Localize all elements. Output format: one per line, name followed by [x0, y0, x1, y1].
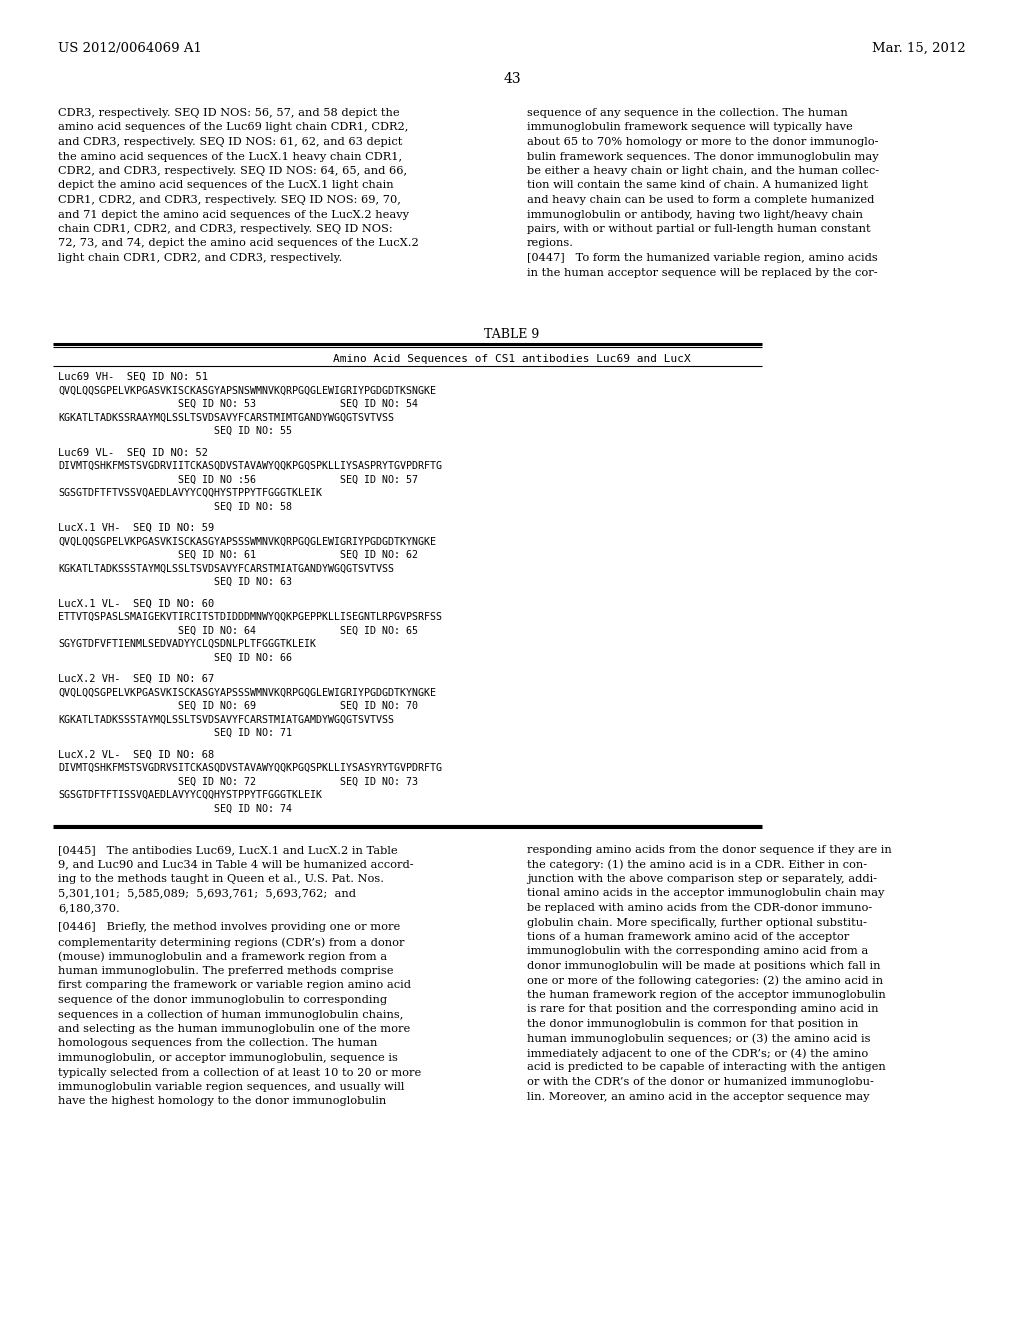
Text: one or more of the following categories: (2) the amino acid in: one or more of the following categories:…	[527, 975, 883, 986]
Text: immunoglobulin or antibody, having two light/heavy chain: immunoglobulin or antibody, having two l…	[527, 210, 863, 219]
Text: the human framework region of the acceptor immunoglobulin: the human framework region of the accept…	[527, 990, 886, 1001]
Text: SEQ ID NO: 69              SEQ ID NO: 70: SEQ ID NO: 69 SEQ ID NO: 70	[58, 701, 418, 711]
Text: immunoglobulin, or acceptor immunoglobulin, sequence is: immunoglobulin, or acceptor immunoglobul…	[58, 1053, 398, 1063]
Text: KGKATLTADKSSRAAYMQLSSLTSVDSAVYFCARSTMIMTGANDYWGQGTSVTVSS: KGKATLTADKSSRAAYMQLSSLTSVDSAVYFCARSTMIMT…	[58, 412, 394, 422]
Text: responding amino acids from the donor sequence if they are in: responding amino acids from the donor se…	[527, 845, 892, 855]
Text: be replaced with amino acids from the CDR-donor immuno-: be replaced with amino acids from the CD…	[527, 903, 872, 913]
Text: junction with the above comparison step or separately, addi-: junction with the above comparison step …	[527, 874, 878, 884]
Text: LucX.2 VH-  SEQ ID NO: 67: LucX.2 VH- SEQ ID NO: 67	[58, 675, 214, 684]
Text: CDR2, and CDR3, respectively. SEQ ID NOS: 64, 65, and 66,: CDR2, and CDR3, respectively. SEQ ID NOS…	[58, 166, 408, 176]
Text: SEQ ID NO: 71: SEQ ID NO: 71	[58, 729, 292, 738]
Text: QVQLQQSGPELVKPGASVKISCKASGYAPSSSWMNVKQRPGQGLEWIGRIYPGDGDTKYNGKE: QVQLQQSGPELVKPGASVKISCKASGYAPSSSWMNVKQRP…	[58, 536, 436, 546]
Text: or with the CDR’s of the donor or humanized immunoglobu-: or with the CDR’s of the donor or humani…	[527, 1077, 873, 1086]
Text: KGKATLTADKSSSTAYMQLSSLTSVDSAVYFCARSTMIATGANDYWGQGTSVTVSS: KGKATLTADKSSSTAYMQLSSLTSVDSAVYFCARSTMIAT…	[58, 564, 394, 573]
Text: US 2012/0064069 A1: US 2012/0064069 A1	[58, 42, 202, 55]
Text: sequence of any sequence in the collection. The human: sequence of any sequence in the collecti…	[527, 108, 848, 117]
Text: LucX.1 VH-  SEQ ID NO: 59: LucX.1 VH- SEQ ID NO: 59	[58, 523, 214, 533]
Text: the category: (1) the amino acid is in a CDR. Either in con-: the category: (1) the amino acid is in a…	[527, 859, 867, 870]
Text: complementarity determining regions (CDR’s) from a donor: complementarity determining regions (CDR…	[58, 937, 404, 948]
Text: chain CDR1, CDR2, and CDR3, respectively. SEQ ID NOS:: chain CDR1, CDR2, and CDR3, respectively…	[58, 224, 392, 234]
Text: SEQ ID NO: 74: SEQ ID NO: 74	[58, 804, 292, 813]
Text: (mouse) immunoglobulin and a framework region from a: (mouse) immunoglobulin and a framework r…	[58, 952, 387, 962]
Text: acid is predicted to be capable of interacting with the antigen: acid is predicted to be capable of inter…	[527, 1063, 886, 1072]
Text: pairs, with or without partial or full-length human constant: pairs, with or without partial or full-l…	[527, 224, 870, 234]
Text: human immunoglobulin sequences; or (3) the amino acid is: human immunoglobulin sequences; or (3) t…	[527, 1034, 870, 1044]
Text: 5,301,101;  5,585,089;  5,693,761;  5,693,762;  and: 5,301,101; 5,585,089; 5,693,761; 5,693,7…	[58, 888, 356, 899]
Text: ing to the methods taught in Queen et al., U.S. Pat. Nos.: ing to the methods taught in Queen et al…	[58, 874, 384, 884]
Text: SEQ ID NO: 72              SEQ ID NO: 73: SEQ ID NO: 72 SEQ ID NO: 73	[58, 776, 418, 787]
Text: SEQ ID NO: 53              SEQ ID NO: 54: SEQ ID NO: 53 SEQ ID NO: 54	[58, 399, 418, 409]
Text: SEQ ID NO: 63: SEQ ID NO: 63	[58, 577, 292, 587]
Text: bulin framework sequences. The donor immunoglobulin may: bulin framework sequences. The donor imm…	[527, 152, 879, 161]
Text: and 71 depict the amino acid sequences of the LucX.2 heavy: and 71 depict the amino acid sequences o…	[58, 210, 409, 219]
Text: ETTVTQSPASLSMAIGEKVTIRCITSTDIDDDMNWYQQKPGEPPKLLISEGNTLRPGVPSRFSS: ETTVTQSPASLSMAIGEKVTIRCITSTDIDDDMNWYQQKP…	[58, 612, 442, 622]
Text: 6,180,370.: 6,180,370.	[58, 903, 120, 913]
Text: QVQLQQSGPELVKPGASVKISCKASGYAPSSSWMNVKQRPGQGLEWIGRIYPGDGDTKYNGKE: QVQLQQSGPELVKPGASVKISCKASGYAPSSSWMNVKQRP…	[58, 688, 436, 697]
Text: is rare for that position and the corresponding amino acid in: is rare for that position and the corres…	[527, 1005, 879, 1015]
Text: SEQ ID NO: 64              SEQ ID NO: 65: SEQ ID NO: 64 SEQ ID NO: 65	[58, 626, 418, 635]
Text: SEQ ID NO: 58: SEQ ID NO: 58	[58, 502, 292, 511]
Text: CDR1, CDR2, and CDR3, respectively. SEQ ID NOS: 69, 70,: CDR1, CDR2, and CDR3, respectively. SEQ …	[58, 195, 400, 205]
Text: DIVMTQSHKFMSTSVGDRVIITCKASQDVSTAVAWYQQKPGQSPKLLIYSASPRYTGVPDRFTG: DIVMTQSHKFMSTSVGDRVIITCKASQDVSTAVAWYQQKP…	[58, 461, 442, 471]
Text: 9, and Luc90 and Luc34 in Table 4 will be humanized accord-: 9, and Luc90 and Luc34 in Table 4 will b…	[58, 859, 414, 870]
Text: SGSGTDFTFTISSVQAEDLAVYYCQQHYSTPPYTFGGGTKLEIK: SGSGTDFTFTISSVQAEDLAVYYCQQHYSTPPYTFGGGTK…	[58, 789, 322, 800]
Text: and selecting as the human immunoglobulin one of the more: and selecting as the human immunoglobuli…	[58, 1024, 411, 1034]
Text: sequences in a collection of human immunoglobulin chains,: sequences in a collection of human immun…	[58, 1010, 403, 1019]
Text: LucX.2 VL-  SEQ ID NO: 68: LucX.2 VL- SEQ ID NO: 68	[58, 750, 214, 759]
Text: Luc69 VH-  SEQ ID NO: 51: Luc69 VH- SEQ ID NO: 51	[58, 372, 208, 381]
Text: donor immunoglobulin will be made at positions which fall in: donor immunoglobulin will be made at pos…	[527, 961, 881, 972]
Text: homologous sequences from the collection. The human: homologous sequences from the collection…	[58, 1039, 378, 1048]
Text: and CDR3, respectively. SEQ ID NOS: 61, 62, and 63 depict: and CDR3, respectively. SEQ ID NOS: 61, …	[58, 137, 402, 147]
Text: typically selected from a collection of at least 10 to 20 or more: typically selected from a collection of …	[58, 1068, 421, 1077]
Text: KGKATLTADKSSSTAYMQLSSLTSVDSAVYFCARSTMIATGAMDYWGQGTSVTVSS: KGKATLTADKSSSTAYMQLSSLTSVDSAVYFCARSTMIAT…	[58, 714, 394, 725]
Text: immunoglobulin variable region sequences, and usually will: immunoglobulin variable region sequences…	[58, 1082, 404, 1092]
Text: and heavy chain can be used to form a complete humanized: and heavy chain can be used to form a co…	[527, 195, 874, 205]
Text: SEQ ID NO: 66: SEQ ID NO: 66	[58, 652, 292, 663]
Text: TABLE 9: TABLE 9	[484, 327, 540, 341]
Text: immunoglobulin with the corresponding amino acid from a: immunoglobulin with the corresponding am…	[527, 946, 868, 957]
Text: SGSGTDFTFTVSSVQAEDLAVYYCQQHYSTPPYTFGGGTKLEIK: SGSGTDFTFTVSSVQAEDLAVYYCQQHYSTPPYTFGGGTK…	[58, 488, 322, 498]
Text: immediately adjacent to one of the CDR’s; or (4) the amino: immediately adjacent to one of the CDR’s…	[527, 1048, 868, 1059]
Text: globulin chain. More specifically, further optional substitu-: globulin chain. More specifically, furth…	[527, 917, 867, 928]
Text: [0446]   Briefly, the method involves providing one or more: [0446] Briefly, the method involves prov…	[58, 923, 400, 932]
Text: SEQ ID NO :56              SEQ ID NO: 57: SEQ ID NO :56 SEQ ID NO: 57	[58, 474, 418, 484]
Text: have the highest homology to the donor immunoglobulin: have the highest homology to the donor i…	[58, 1097, 386, 1106]
Text: the donor immunoglobulin is common for that position in: the donor immunoglobulin is common for t…	[527, 1019, 858, 1030]
Text: in the human acceptor sequence will be replaced by the cor-: in the human acceptor sequence will be r…	[527, 268, 878, 277]
Text: Mar. 15, 2012: Mar. 15, 2012	[872, 42, 966, 55]
Text: lin. Moreover, an amino acid in the acceptor sequence may: lin. Moreover, an amino acid in the acce…	[527, 1092, 869, 1101]
Text: depict the amino acid sequences of the LucX.1 light chain: depict the amino acid sequences of the L…	[58, 181, 393, 190]
Text: [0447]   To form the humanized variable region, amino acids: [0447] To form the humanized variable re…	[527, 253, 878, 263]
Text: QVQLQQSGPELVKPGASVKISCKASGYAPSNSWMNVKQRPGQGLEWIGRIYPGDGDTKSNGKE: QVQLQQSGPELVKPGASVKISCKASGYAPSNSWMNVKQRP…	[58, 385, 436, 396]
Text: first comparing the framework or variable region amino acid: first comparing the framework or variabl…	[58, 981, 411, 990]
Text: 72, 73, and 74, depict the amino acid sequences of the LucX.2: 72, 73, and 74, depict the amino acid se…	[58, 239, 419, 248]
Text: CDR3, respectively. SEQ ID NOS: 56, 57, and 58 depict the: CDR3, respectively. SEQ ID NOS: 56, 57, …	[58, 108, 399, 117]
Text: LucX.1 VL-  SEQ ID NO: 60: LucX.1 VL- SEQ ID NO: 60	[58, 598, 214, 609]
Text: regions.: regions.	[527, 239, 574, 248]
Text: amino acid sequences of the Luc69 light chain CDR1, CDR2,: amino acid sequences of the Luc69 light …	[58, 123, 409, 132]
Text: the amino acid sequences of the LucX.1 heavy chain CDR1,: the amino acid sequences of the LucX.1 h…	[58, 152, 402, 161]
Text: SEQ ID NO: 55: SEQ ID NO: 55	[58, 426, 292, 436]
Text: tion will contain the same kind of chain. A humanized light: tion will contain the same kind of chain…	[527, 181, 868, 190]
Text: light chain CDR1, CDR2, and CDR3, respectively.: light chain CDR1, CDR2, and CDR3, respec…	[58, 253, 342, 263]
Text: immunoglobulin framework sequence will typically have: immunoglobulin framework sequence will t…	[527, 123, 853, 132]
Text: human immunoglobulin. The preferred methods comprise: human immunoglobulin. The preferred meth…	[58, 966, 393, 975]
Text: Luc69 VL-  SEQ ID NO: 52: Luc69 VL- SEQ ID NO: 52	[58, 447, 208, 458]
Text: sequence of the donor immunoglobulin to corresponding: sequence of the donor immunoglobulin to …	[58, 995, 387, 1005]
Text: tions of a human framework amino acid of the acceptor: tions of a human framework amino acid of…	[527, 932, 849, 942]
Text: 43: 43	[503, 73, 521, 86]
Text: tional amino acids in the acceptor immunoglobulin chain may: tional amino acids in the acceptor immun…	[527, 888, 885, 899]
Text: be either a heavy chain or light chain, and the human collec-: be either a heavy chain or light chain, …	[527, 166, 880, 176]
Text: SGYGTDFVFTIENMLSEDVADYYCLQSDNLPLTFGGGTKLEIK: SGYGTDFVFTIENMLSEDVADYYCLQSDNLPLTFGGGTKL…	[58, 639, 316, 649]
Text: about 65 to 70% homology or more to the donor immunoglo-: about 65 to 70% homology or more to the …	[527, 137, 879, 147]
Text: Amino Acid Sequences of CS1 antibodies Luc69 and LucX: Amino Acid Sequences of CS1 antibodies L…	[333, 354, 691, 364]
Text: [0445]   The antibodies Luc69, LucX.1 and LucX.2 in Table: [0445] The antibodies Luc69, LucX.1 and …	[58, 845, 397, 855]
Text: SEQ ID NO: 61              SEQ ID NO: 62: SEQ ID NO: 61 SEQ ID NO: 62	[58, 550, 418, 560]
Text: DIVMTQSHKFMSTSVGDRVSITCKASQDVSTAVAWYQQKPGQSPKLLIYSASYRYTGVPDRFTG: DIVMTQSHKFMSTSVGDRVSITCKASQDVSTAVAWYQQKP…	[58, 763, 442, 774]
